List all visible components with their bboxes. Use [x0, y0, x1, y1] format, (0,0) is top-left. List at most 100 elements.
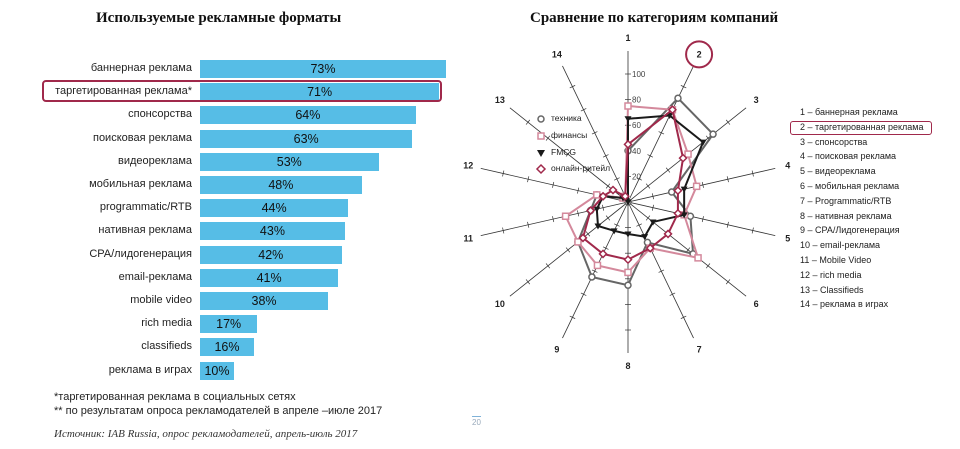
bar-value-label: 44%: [261, 201, 287, 216]
bar-category-label: видеореклама: [117, 154, 192, 167]
radar-axis-number: 7: [697, 345, 702, 355]
radar-axis-tick: [726, 176, 729, 183]
radar-axis-tick: [527, 221, 530, 228]
bar: [200, 361, 234, 380]
legend-label: финансы: [551, 130, 588, 140]
radar-point: [598, 249, 608, 259]
category-list-item: 4 – поисковая реклама: [800, 151, 897, 162]
radar-axis-tick: [525, 119, 531, 125]
radar-point: [663, 229, 673, 239]
bar-category-label: classifieds: [141, 340, 192, 353]
bar: [200, 245, 342, 264]
radar-axis-tick: [614, 223, 620, 227]
bar-category-label: нативная реклама: [98, 224, 192, 237]
category-list-item: 7 – Programmatic/RTB: [800, 195, 892, 206]
radar-axis-tick: [591, 269, 598, 273]
radar-axis-tick: [569, 85, 576, 89]
radar-axis-tick: [565, 151, 571, 157]
radar-axis-line: [627, 168, 776, 203]
radar-point: [620, 191, 630, 201]
radar-axis-tick: [665, 167, 671, 173]
radar-axis-tick: [701, 216, 704, 223]
bar-chart-title: Используемые рекламные форматы: [96, 10, 342, 26]
radar-axis-number: 13: [495, 95, 505, 105]
radar-axis-tick: [569, 315, 576, 319]
radar-scale-label: 20: [632, 172, 641, 181]
highlight-circle: [685, 40, 714, 69]
radar-axis-tick: [645, 183, 651, 189]
bar-category-label: поисковая реклама: [92, 131, 192, 144]
radar-point: [624, 231, 632, 238]
source-note: Источник: IAB Russia, опрос рекламодател…: [54, 428, 358, 440]
radar-point: [561, 212, 570, 220]
radar-axis-line: [627, 201, 694, 339]
bar-category-label: email-реклама: [118, 270, 192, 283]
legend-marker: [537, 150, 545, 157]
radar-axis-number: 10: [495, 299, 505, 309]
radar-axis-tick: [602, 204, 605, 211]
radar-point: [649, 219, 657, 226]
bar-category-label: таргетированная реклама*: [55, 85, 192, 98]
radar-axis-number: 12: [463, 161, 473, 171]
bar: [200, 152, 379, 171]
bar-value-label: 42%: [258, 247, 284, 262]
radar-axis-tick: [527, 176, 530, 183]
category-list-item: 8 – нативная реклама: [800, 210, 892, 221]
radar-point: [684, 150, 692, 158]
bar-category-label: спонсорства: [128, 108, 192, 121]
radar-axis-line: [627, 201, 747, 297]
radar-axis-tick: [651, 193, 654, 200]
radar-axis-tick: [636, 177, 642, 181]
radar-point: [673, 186, 683, 196]
radar-scale-label: 80: [632, 96, 641, 105]
bar-value-label: 53%: [276, 154, 302, 169]
radar-point: [667, 188, 676, 196]
category-list-item: 14 – реклама в играх: [800, 299, 889, 310]
radar-axis-tick: [725, 119, 731, 125]
radar-point: [673, 208, 683, 218]
legend-label: онлайн-ритейл: [551, 163, 611, 173]
category-list-item: 3 – спонсорства: [800, 136, 868, 147]
radar-axis-tick: [577, 210, 580, 217]
radar-axis-number: 6: [754, 299, 759, 309]
radar-axis-tick: [636, 223, 642, 227]
bar-value-label: 10%: [204, 363, 230, 378]
legend-label: FMCG: [551, 147, 577, 157]
bar-value-label: 64%: [295, 108, 321, 123]
radar-axis-number: 2: [697, 49, 702, 59]
radar-point: [674, 94, 682, 102]
radar-point: [699, 139, 707, 146]
radar-axis-tick: [705, 263, 711, 269]
radar-axis-tick: [602, 154, 609, 158]
radar-axis-tick: [669, 292, 676, 296]
category-list-item: 10 – email-реклама: [800, 240, 881, 251]
radar-point: [598, 191, 608, 201]
radar-scale-label: 40: [632, 147, 641, 156]
bar-category-label: баннерная реклама: [90, 62, 192, 74]
category-list-item: 11 – Mobile Video: [800, 255, 872, 265]
radar-axis-tick: [591, 131, 598, 135]
radar-axis-tick: [577, 187, 580, 194]
radar-point: [593, 191, 601, 199]
radar-axis-number: 9: [554, 345, 559, 355]
radar-axis-tick: [658, 269, 665, 273]
category-list-item: 9 – CPA/Лидогенерация: [800, 225, 900, 236]
radar-axis-line: [562, 65, 629, 203]
radar-axis-line: [627, 65, 694, 203]
radar-point: [624, 116, 632, 123]
radar-axis-tick: [552, 181, 555, 188]
radar-axis-tick: [651, 204, 654, 211]
bar: [200, 338, 254, 357]
radar-point: [578, 233, 588, 243]
radar-point: [692, 182, 701, 191]
bar: [200, 222, 345, 241]
radar-axis-line: [509, 201, 629, 297]
radar-axis-line: [562, 201, 629, 339]
bar: [200, 129, 413, 148]
category-list-item: 12 – rich media: [800, 269, 862, 280]
footnote-survey: ** по результатам опроса рекламодателей …: [54, 405, 383, 417]
radar-point: [624, 281, 632, 289]
bar: [200, 315, 258, 334]
category-highlight-box: [790, 121, 932, 135]
radar-axis-tick: [751, 227, 754, 234]
